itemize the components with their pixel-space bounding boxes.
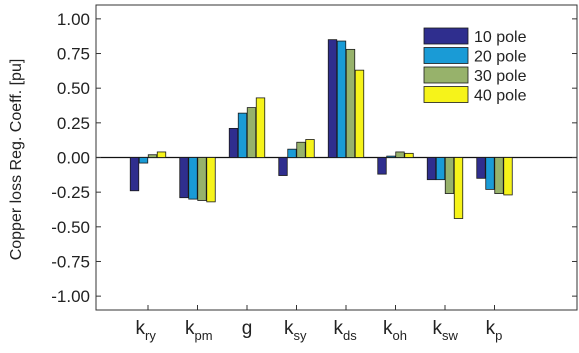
x-tick-label: kpm [185, 318, 213, 343]
x-tick-label: kry [136, 318, 157, 343]
y-axis-label: Copper loss Reg. Coeff. [pu] [8, 59, 25, 261]
x-tick-label: ksy [284, 318, 307, 343]
y-tick-label: -1.00 [51, 287, 90, 306]
x-tick-label: g [242, 318, 253, 339]
y-tick-label: -0.75 [51, 252, 90, 271]
bar [246, 107, 257, 158]
legend-label: 30 pole [474, 68, 527, 85]
bar [345, 48, 356, 158]
legend-label: 40 pole [474, 88, 527, 105]
bar [444, 157, 455, 194]
bar [138, 157, 149, 164]
y-tick-label: 0.25 [57, 114, 90, 133]
bar [395, 151, 405, 158]
bar [206, 157, 216, 203]
bar [386, 155, 396, 158]
x-tick-label: kp [486, 318, 503, 343]
bar [354, 69, 365, 158]
bar [377, 157, 387, 175]
bar [179, 157, 189, 199]
bar [287, 148, 297, 158]
bar [147, 154, 158, 158]
bar [327, 39, 338, 158]
legend-swatch [423, 66, 469, 84]
legend-swatch [423, 27, 469, 45]
bar [305, 139, 315, 158]
y-tick-label: 0.00 [57, 149, 90, 168]
bar [435, 157, 446, 181]
legend-swatch [423, 47, 469, 64]
bar [129, 157, 140, 192]
bar [485, 157, 495, 190]
legend-swatch [423, 86, 469, 103]
bar [426, 157, 437, 181]
bar [278, 157, 288, 176]
bar [228, 127, 239, 158]
bar [476, 157, 486, 179]
y-tick-label: 0.50 [57, 79, 90, 98]
x-tick-label: ksw [433, 318, 459, 343]
bars [129, 39, 513, 219]
y-tick-label: 1.00 [57, 10, 90, 29]
bar [404, 152, 414, 158]
bar [188, 157, 198, 200]
bar [296, 141, 306, 158]
x-tick-label: kds [334, 318, 358, 343]
bar [237, 112, 248, 158]
bar [494, 157, 504, 194]
legend-label: 10 pole [474, 29, 527, 46]
bar [503, 157, 513, 196]
y-tick-label: -0.25 [51, 183, 90, 202]
bar [255, 97, 266, 158]
x-axis: kry kpm g ksy kds koh ksw kp [136, 305, 503, 343]
bar [453, 157, 464, 219]
bar [156, 151, 167, 158]
y-tick-label: 0.75 [57, 45, 90, 64]
bar [336, 40, 347, 158]
y-tick-label: -0.50 [51, 218, 90, 237]
legend: 10 pole 20 pole 30 pole 40 pole [423, 27, 527, 105]
bar [197, 157, 207, 201]
legend-label: 20 pole [474, 49, 527, 66]
x-tick-label: koh [383, 318, 407, 343]
y-axis: 1.00 0.75 0.50 0.25 0.00 -0.25 -0.50 -0.75 -1.00 [51, 10, 577, 306]
